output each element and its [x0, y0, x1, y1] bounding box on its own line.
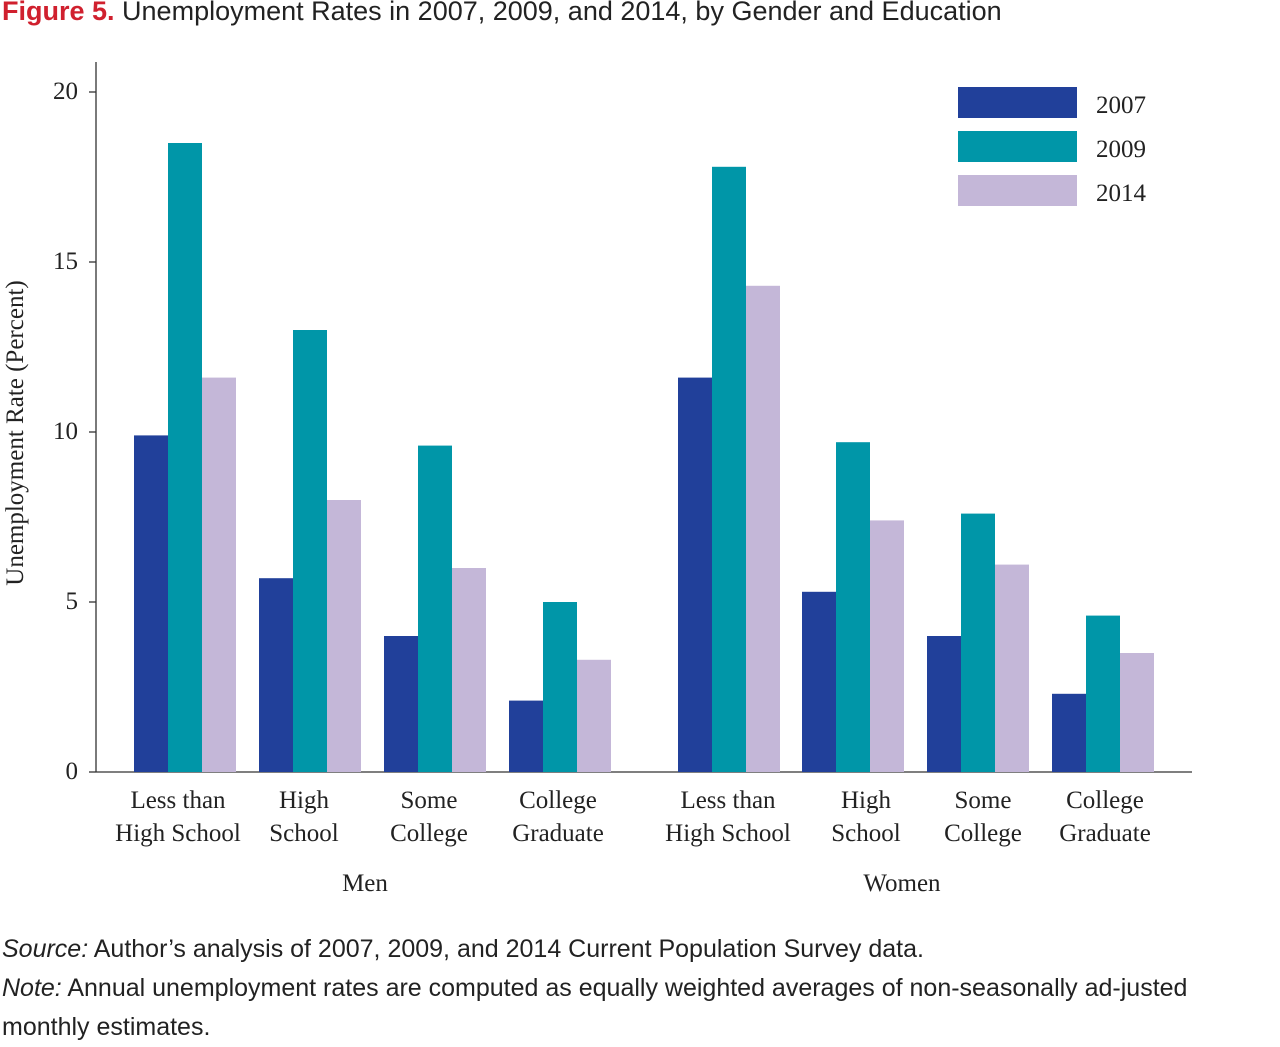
category-label: College: [390, 820, 468, 847]
category-label: Graduate: [1059, 820, 1151, 847]
bar-chart: 0 5 10 15 20 Unemployment Rate (Percent) Less …: [2, 62, 1192, 897]
figure-label: Figure 5.: [2, 0, 115, 26]
bar-2007: [927, 636, 961, 772]
legend-label: 2007: [1096, 92, 1146, 119]
category-label: College: [1066, 787, 1144, 814]
legend-label: 2014: [1096, 180, 1147, 207]
bar-2009: [543, 602, 577, 772]
source-note: Source: Author’s analysis of 2007, 2009,…: [2, 930, 1280, 969]
bar-2009: [1086, 615, 1120, 772]
bar-2007: [259, 578, 293, 772]
y-axis-label: Unemployment Rate (Percent): [2, 280, 29, 585]
group-label: Women: [863, 870, 941, 897]
chart-notes: Source: Author’s analysis of 2007, 2009,…: [2, 930, 1280, 1047]
note-text: Annual unemployment rates are computed a…: [2, 974, 1188, 1041]
bar-2009: [836, 442, 870, 772]
bar-2009: [961, 513, 995, 772]
category-label: Some: [401, 787, 458, 814]
bar-2009: [293, 330, 327, 772]
bar-2009: [168, 143, 202, 772]
bar-2014: [577, 659, 611, 772]
legend-swatch-2007: [958, 87, 1077, 118]
chart-title: Figure 5. Unemployment Rates in 2007, 20…: [2, 0, 1002, 27]
bar-2009: [418, 445, 452, 772]
method-note: Note: Annual unemployment rates are comp…: [2, 969, 1280, 1047]
category-label: Graduate: [512, 820, 604, 847]
bar-2014: [870, 520, 904, 772]
category-label: Some: [955, 787, 1012, 814]
bar-2007: [509, 700, 543, 772]
y-tick-label: 20: [53, 78, 78, 105]
bar-2007: [384, 636, 418, 772]
y-tick-label: 5: [66, 588, 79, 615]
bar-2014: [202, 377, 236, 772]
bar-2014: [1120, 653, 1154, 772]
legend-label: 2009: [1096, 136, 1146, 163]
category-label: School: [269, 820, 339, 847]
y-tick-label: 10: [53, 418, 78, 445]
bar-2014: [327, 500, 361, 772]
bar-2007: [134, 435, 168, 772]
legend-swatch-2014: [958, 175, 1077, 206]
source-label: Source:: [2, 935, 89, 963]
category-label: Less than: [130, 787, 226, 814]
bar-2014: [995, 564, 1029, 772]
category-label: High School: [115, 820, 241, 847]
category-label: School: [831, 820, 901, 847]
bar-2007: [678, 377, 712, 772]
bar-2007: [802, 591, 836, 772]
y-tick-label: 15: [53, 248, 78, 275]
bar-2014: [452, 568, 486, 772]
title-text: Unemployment Rates in 2007, 2009, and 20…: [122, 0, 1002, 26]
bar-2014: [746, 285, 780, 772]
category-label: College: [519, 787, 597, 814]
category-label: High: [279, 787, 330, 814]
category-label: College: [944, 820, 1022, 847]
group-label: Men: [342, 870, 388, 897]
category-label: Less than: [680, 787, 776, 814]
note-label: Note:: [2, 974, 62, 1002]
source-text: Author’s analysis of 2007, 2009, and 201…: [88, 935, 924, 963]
legend-swatch-2009: [958, 131, 1077, 162]
category-label: High School: [665, 820, 791, 847]
y-tick-label: 0: [66, 758, 79, 785]
bar-2009: [712, 166, 746, 773]
category-label: High: [841, 787, 892, 814]
bar-2007: [1052, 693, 1086, 772]
